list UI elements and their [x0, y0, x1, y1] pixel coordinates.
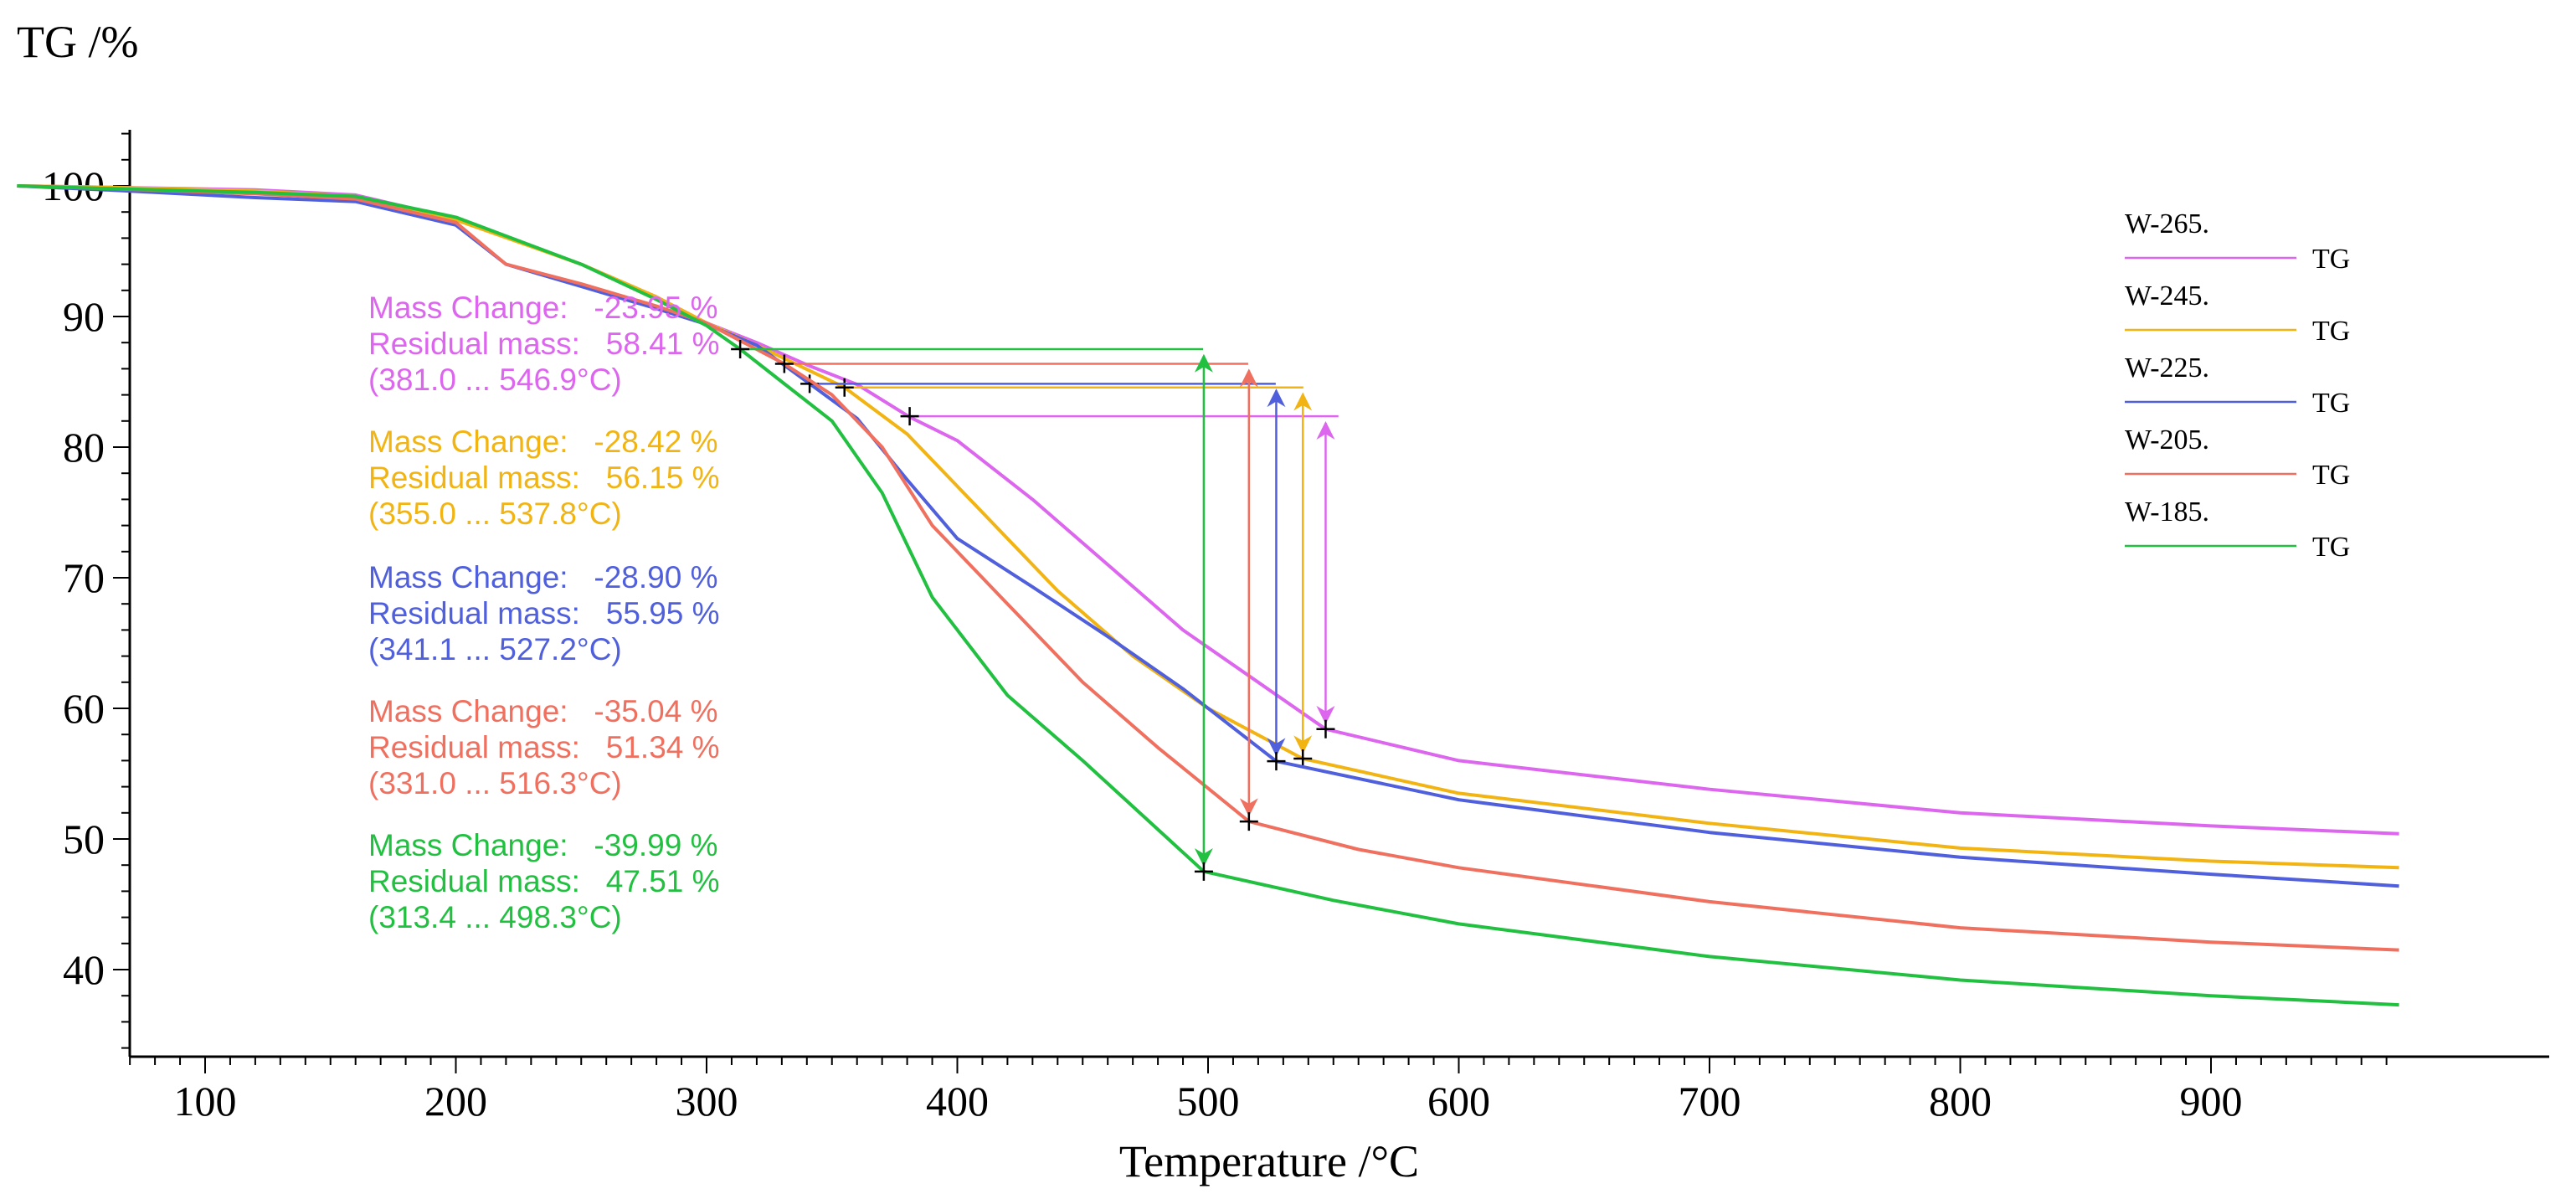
x-tick-label: 100	[174, 1078, 237, 1125]
cross-marker	[1293, 749, 1313, 769]
cross-marker	[835, 378, 854, 397]
x-axis-title: Temperature /°C	[1119, 1136, 1419, 1186]
legend-tg-label: TG	[2312, 316, 2350, 347]
annotation-mass-change: Mass Change: -28.90 %	[368, 560, 718, 594]
x-tick-label: 200	[424, 1078, 487, 1125]
series-line	[17, 184, 2399, 952]
x-tick-label: 800	[1929, 1078, 1992, 1125]
series-line	[17, 184, 2399, 888]
annotation-range: (313.4 ... 498.3°C)	[368, 900, 622, 934]
cross-marker	[1316, 719, 1335, 739]
mass-change-annotations: Mass Change: -23.95 %Residual mass: 58.4…	[368, 291, 720, 934]
annotation-range: (331.0 ... 516.3°C)	[368, 766, 622, 800]
y-tick-label: 60	[63, 685, 105, 732]
annotation-mass-change: Mass Change: -35.04 %	[368, 694, 718, 728]
series-line	[17, 184, 2399, 1007]
y-tick-label: 50	[63, 816, 105, 862]
annotation-mass-change: Mass Change: -39.99 %	[368, 828, 718, 862]
series-w205	[17, 184, 2399, 952]
y-axis-title: TG /%	[17, 17, 138, 67]
legend-tg-label: TG	[2312, 244, 2350, 275]
legend-tg-label: TG	[2312, 460, 2350, 491]
annotation-residual: Residual mass: 47.51 %	[368, 864, 720, 898]
y-tick-label: 40	[63, 946, 105, 993]
annotation-residual: Residual mass: 56.15 %	[368, 461, 720, 495]
legend-series-name: W-185.	[2125, 497, 2209, 528]
x-tick-label: 600	[1427, 1078, 1490, 1125]
x-tick-label: 500	[1177, 1078, 1240, 1125]
legend-series-name: W-245.	[2125, 280, 2209, 311]
y-tick-label: 70	[63, 554, 105, 601]
x-tick-label: 900	[2180, 1078, 2243, 1125]
cross-marker	[1239, 812, 1258, 831]
annotation-residual: Residual mass: 51.34 %	[368, 730, 720, 764]
legend-series-name: W-225.	[2125, 353, 2209, 383]
annotation-residual: Residual mass: 58.41 %	[368, 327, 720, 361]
annotation-range: (355.0 ... 537.8°C)	[368, 497, 622, 531]
annotation-residual: Residual mass: 55.95 %	[368, 596, 720, 630]
legend-tg-label: TG	[2312, 388, 2350, 419]
plot-area	[17, 184, 2399, 1007]
cross-marker	[731, 340, 750, 358]
cross-marker	[1194, 862, 1213, 881]
series-w225	[17, 184, 2399, 888]
cross-marker	[774, 354, 794, 373]
annotation-range: (341.1 ... 527.2°C)	[368, 632, 622, 666]
annotation-mass-change: Mass Change: -28.42 %	[368, 425, 718, 459]
y-tick-label: 90	[63, 293, 105, 340]
cross-marker	[900, 407, 919, 426]
legend-series-name: W-205.	[2125, 425, 2209, 455]
x-tick-label: 400	[926, 1078, 989, 1125]
legend: W-265. TG W-245. TG W-225. TG W-205. TG W-185. TG	[2125, 208, 2350, 563]
y-tick-label: 80	[63, 424, 105, 471]
annotation-range: (381.0 ... 546.9°C)	[368, 363, 622, 397]
legend-series-name: W-265.	[2125, 208, 2209, 239]
x-tick-label: 300	[676, 1078, 738, 1125]
series-w185	[17, 184, 2399, 1007]
legend-tg-label: TG	[2312, 532, 2350, 563]
annotation-mass-change: Mass Change: -23.95 %	[368, 291, 718, 325]
x-tick-label: 700	[1679, 1078, 1741, 1125]
cross-marker	[1267, 752, 1286, 771]
